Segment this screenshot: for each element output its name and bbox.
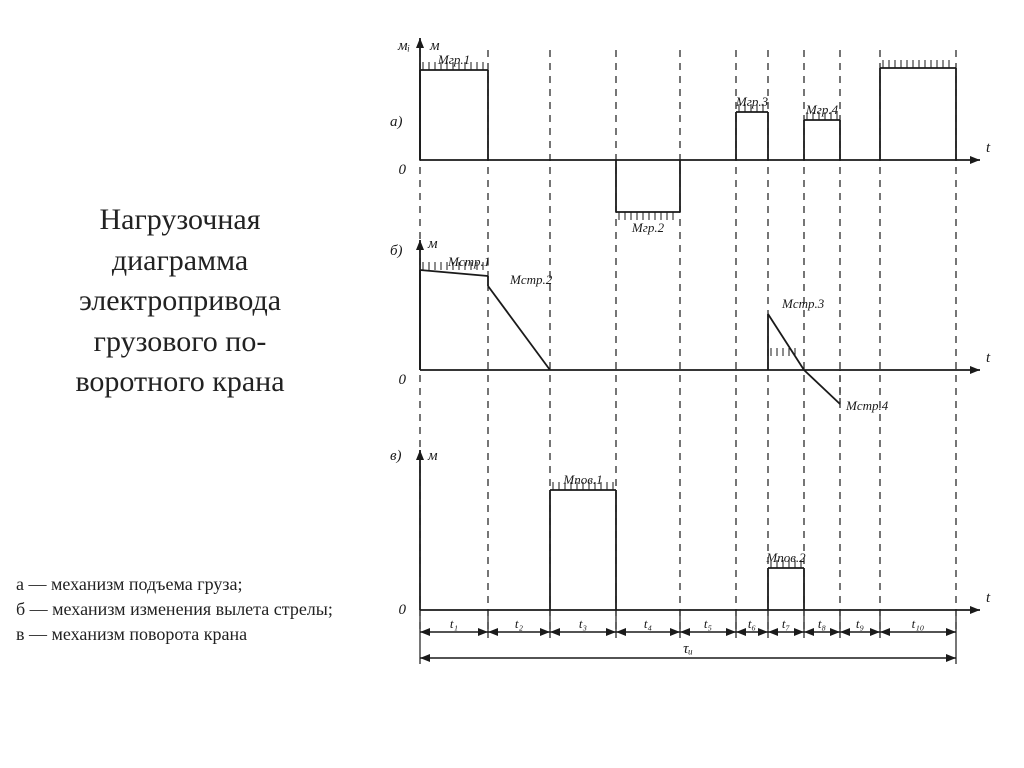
svg-text:а): а): [390, 114, 403, 130]
svg-text:t₈: t₈: [818, 616, 827, 631]
svg-text:τᵤ: τᵤ: [683, 641, 693, 657]
legend-c: в — механизм поворота крана: [16, 622, 346, 647]
svg-text:мᵢ: мᵢ: [397, 38, 410, 54]
svg-text:Mстр.4: Mстр.4: [845, 398, 889, 413]
svg-text:t: t: [986, 590, 991, 606]
svg-text:б): б): [390, 243, 403, 259]
svg-text:t₇: t₇: [782, 616, 791, 631]
svg-text:t₅: t₅: [704, 616, 712, 631]
svg-text:t: t: [986, 350, 991, 366]
title-l5: воротного крана: [20, 362, 340, 403]
svg-text:0: 0: [399, 372, 407, 388]
title-l1: Нагрузочная: [20, 200, 340, 241]
svg-text:0: 0: [399, 162, 407, 178]
svg-text:t₁: t₁: [450, 616, 458, 631]
svg-text:t₉: t₉: [856, 616, 864, 631]
svg-text:Mгр.2: Mгр.2: [631, 220, 665, 235]
svg-text:Mпов.2: Mпов.2: [765, 550, 806, 565]
legend-b: б — механизм изменения вылета стрелы;: [16, 597, 346, 622]
svg-text:t₄: t₄: [644, 616, 653, 631]
svg-text:Mгр.4: Mгр.4: [805, 102, 839, 117]
title-l4: грузового по-: [20, 322, 340, 363]
legend-a: а — механизм подъема груза;: [16, 572, 346, 597]
title-l3: электропривода: [20, 281, 340, 322]
svg-text:Mгр.1: Mгр.1: [437, 52, 470, 67]
title-l2: диаграмма: [20, 241, 340, 282]
svg-text:м: м: [427, 236, 438, 252]
svg-text:Mстр.1: Mстр.1: [447, 254, 490, 269]
svg-text:t: t: [986, 140, 991, 156]
svg-text:Mпов.1: Mпов.1: [562, 472, 602, 487]
svg-text:Mстр.3: Mстр.3: [781, 296, 825, 311]
svg-text:Mстр.2: Mстр.2: [509, 272, 553, 287]
load-diagram: мᵢ м а) t 0 Mгр.1 Mгр.2 Mгр.3 Mгр.4 м б) t 0 Mстр.1 Mс…: [360, 20, 1020, 740]
svg-text:Mгр.3: Mгр.3: [735, 94, 769, 109]
svg-text:0: 0: [399, 602, 407, 618]
title-block: Нагрузочная диаграмма электропривода гру…: [20, 200, 340, 403]
svg-text:t₆: t₆: [748, 616, 756, 631]
svg-text:t₂: t₂: [515, 616, 524, 631]
svg-text:в): в): [390, 448, 402, 464]
svg-text:t₃: t₃: [579, 616, 587, 631]
legend-block: а — механизм подъема груза; б — механизм…: [16, 572, 346, 648]
svg-text:t₁₀: t₁₀: [912, 616, 925, 631]
svg-text:м: м: [427, 448, 438, 464]
